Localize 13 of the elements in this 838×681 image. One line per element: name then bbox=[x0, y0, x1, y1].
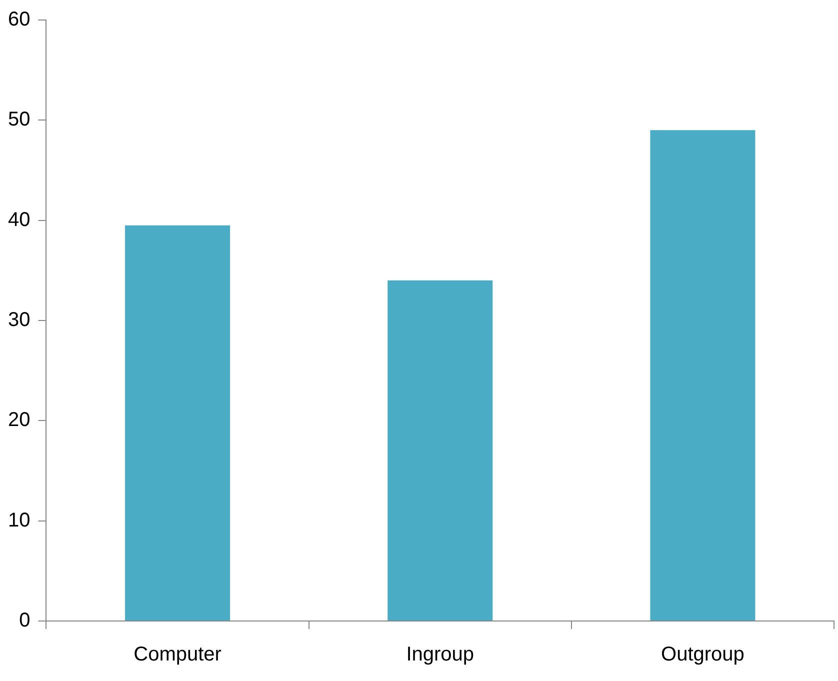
y-tick-label: 40 bbox=[8, 208, 30, 231]
x-tick-label: Ingroup bbox=[406, 644, 474, 666]
bar bbox=[650, 130, 756, 620]
y-tick-label: 0 bbox=[19, 610, 30, 632]
y-tick-label: 20 bbox=[8, 409, 30, 432]
bar bbox=[388, 280, 493, 620]
y-tick-label: 60 bbox=[8, 8, 30, 31]
y-tick-label: 50 bbox=[8, 108, 30, 131]
y-tick-label: 10 bbox=[8, 509, 30, 532]
y-tick-label: 30 bbox=[8, 309, 30, 332]
bar bbox=[125, 225, 230, 620]
x-tick-label: Outgroup bbox=[661, 644, 744, 666]
x-tick-label: Computer bbox=[134, 644, 222, 666]
